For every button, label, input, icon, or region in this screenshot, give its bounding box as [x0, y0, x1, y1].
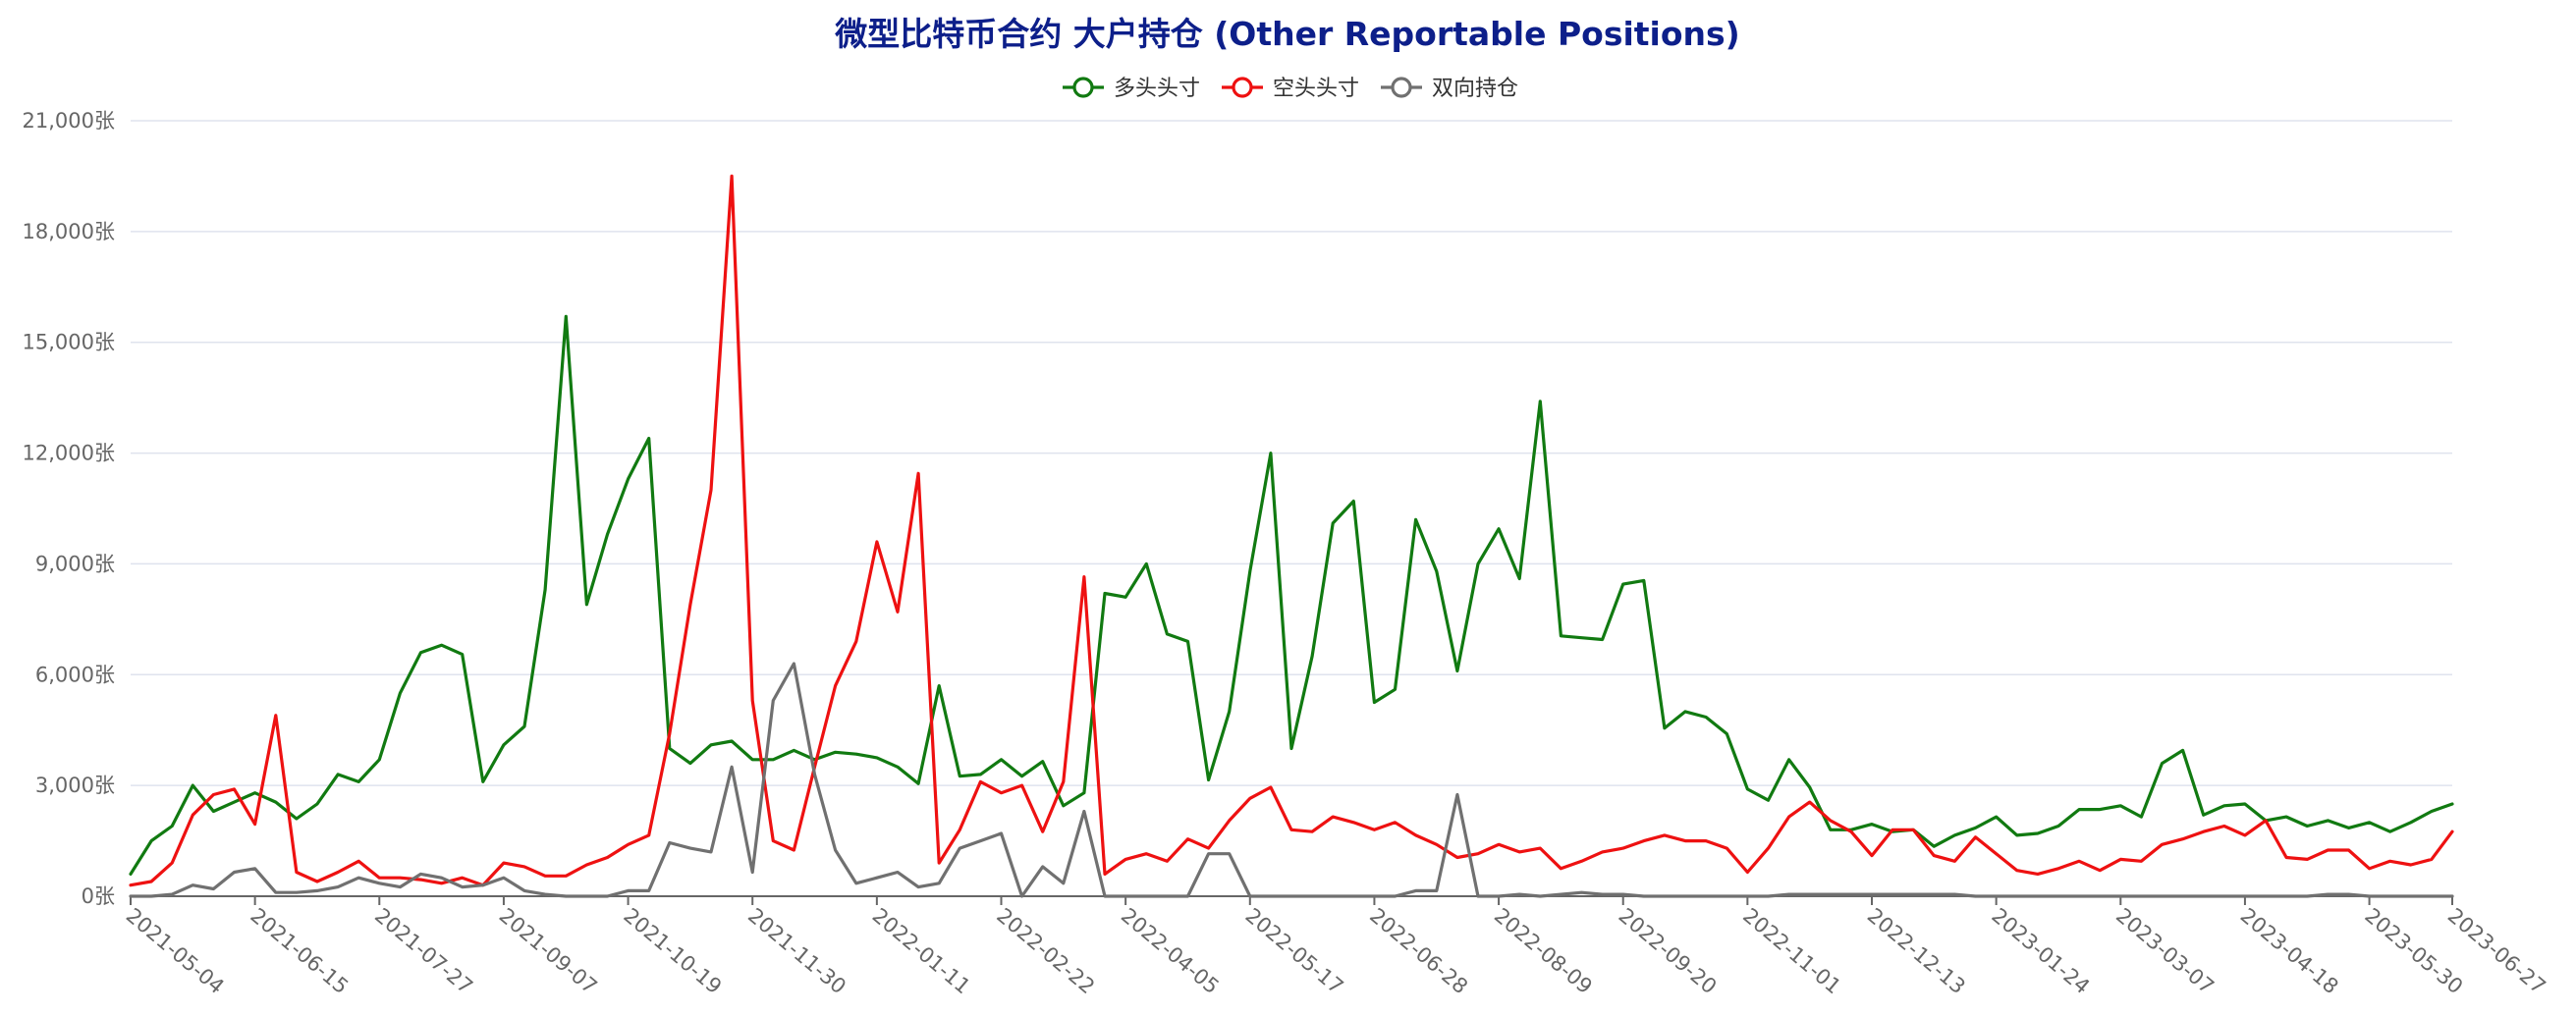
x-tick-label: 2023-03-07 — [2111, 903, 2219, 998]
x-axis: 2021-05-04 2021-06-15 2021-07-27 2021-09-07… — [122, 895, 2550, 998]
legend-item-1[interactable]: 多头头寸 — [1063, 77, 1200, 101]
x-tick-label: 2022-08-09 — [1490, 903, 1597, 998]
legend-marker-icon — [1232, 77, 1253, 98]
y-tick-label: 6,000张 — [35, 663, 115, 686]
series-line-2 — [129, 174, 2454, 887]
legend-marker-icon — [1072, 77, 1094, 98]
legend-label: 空头头寸 — [1273, 77, 1359, 101]
x-tick-label: 2023-01-24 — [1987, 903, 2094, 998]
y-tick-label: 21,000张 — [23, 109, 115, 133]
series-lines — [129, 174, 2454, 898]
x-tick-label: 2021-07-27 — [370, 903, 477, 998]
x-tick-label: 2022-01-11 — [868, 903, 975, 998]
x-tick-label: 2022-06-28 — [1365, 903, 1472, 998]
y-tick-label: 18,000张 — [23, 220, 115, 243]
x-tick-label: 2022-11-01 — [1738, 903, 1845, 998]
legend-item-3[interactable]: 双向持仓 — [1381, 77, 1518, 101]
x-tick-label: 2022-12-13 — [1863, 903, 1970, 998]
y-tick-label: 15,000张 — [23, 331, 115, 354]
x-tick-label: 2021-05-04 — [122, 903, 229, 998]
x-tick-label: 2021-10-19 — [619, 903, 726, 998]
chart-legend: 多头头寸 空头头寸 双向持仓 — [1063, 77, 1518, 101]
x-tick-label: 2021-09-07 — [495, 903, 602, 998]
legend-label: 双向持仓 — [1432, 77, 1518, 101]
x-tick-label: 2023-04-18 — [2236, 903, 2343, 998]
grid-lines — [131, 120, 2452, 786]
x-tick-label: 2022-04-05 — [1117, 903, 1224, 998]
legend-label: 多头头寸 — [1114, 77, 1200, 101]
legend-item-2[interactable]: 空头头寸 — [1222, 77, 1359, 101]
x-tick-label: 2022-02-22 — [992, 903, 1099, 998]
y-tick-label: 0张 — [82, 884, 115, 908]
x-tick-label: 2022-05-17 — [1241, 903, 1348, 998]
y-axis: 0张 3,000张 6,000张 9,000张 12,000张 15,000张 18,000… — [23, 109, 115, 908]
y-tick-label: 9,000张 — [35, 552, 115, 575]
x-tick-label: 2022-09-20 — [1615, 903, 1722, 998]
chart-title: 微型比特币合约 大户持仓 (Other Reportable Positions… — [834, 15, 1740, 53]
series-line-3 — [129, 662, 2454, 898]
x-tick-label: 2021-06-15 — [246, 903, 353, 998]
legend-marker-icon — [1391, 77, 1412, 98]
y-tick-label: 12,000张 — [23, 442, 115, 465]
y-tick-label: 3,000张 — [35, 774, 115, 797]
series-line-1 — [129, 314, 2454, 877]
x-tick-label: 2021-11-30 — [743, 903, 850, 998]
